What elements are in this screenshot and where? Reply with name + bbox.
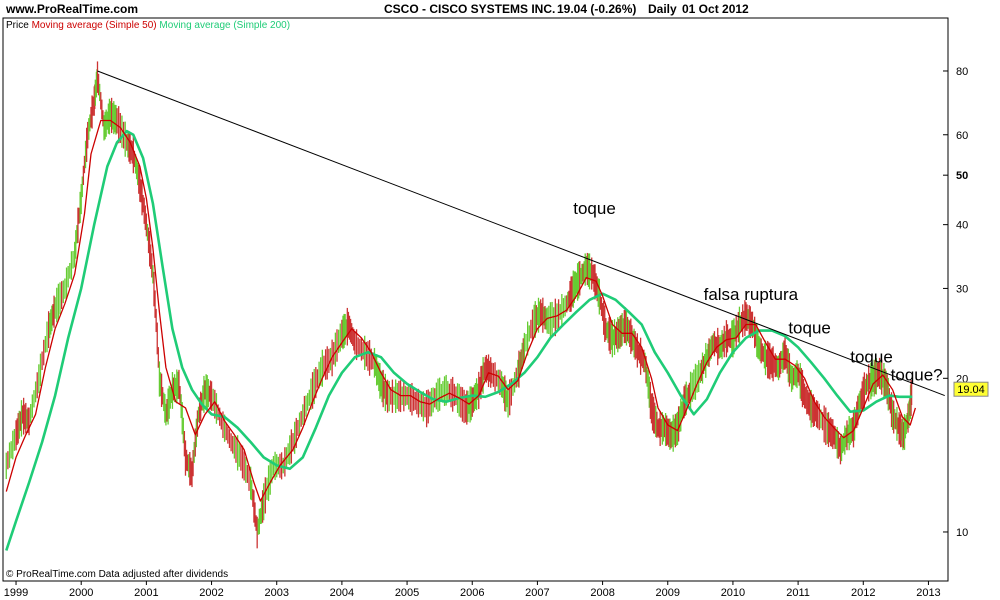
x-tick-label: 2002 — [199, 587, 223, 599]
symbol-title: CSCO - CISCO SYSTEMS INC. — [384, 2, 556, 16]
x-tick-label: 2013 — [916, 587, 940, 599]
last-value-badge — [953, 381, 989, 397]
x-tick-label: 2004 — [330, 587, 354, 599]
y-tick-label: 40 — [956, 220, 968, 232]
x-tick-label: 2007 — [525, 587, 549, 599]
y-tick-label: 50 — [956, 170, 968, 182]
footer-note: © ProRealTime.com Data adjusted after di… — [6, 569, 229, 580]
x-tick-label: 2012 — [851, 587, 875, 599]
x-tick-label: 2005 — [395, 587, 419, 599]
x-tick-label: 2011 — [786, 587, 810, 599]
annotation-label: toque — [573, 199, 616, 218]
x-tick-label: 1999 — [4, 587, 28, 599]
y-tick-label: 60 — [956, 130, 968, 142]
chart-legend: Price Moving average (Simple 50) Moving … — [6, 20, 290, 31]
ma200-line — [5, 129, 913, 551]
chart-header: www.ProRealTime.com CSCO - CISCO SYSTEMS… — [0, 0, 1000, 18]
x-tick-label: 2001 — [134, 587, 158, 599]
site-name[interactable]: www.ProRealTime.com — [6, 2, 139, 16]
x-tick-label: 2008 — [590, 587, 614, 599]
ma50-line — [5, 119, 917, 502]
annotation-label: toque? — [891, 366, 943, 385]
trend-line — [97, 70, 945, 397]
y-tick-label: 30 — [956, 283, 968, 295]
legend-ma50: Moving average (Simple 50) — [31, 20, 157, 31]
x-tick-label: 2009 — [656, 587, 680, 599]
legend-price: Price — [6, 20, 29, 31]
plot-frame — [2, 17, 949, 582]
price-readout: 19.04 (-0.26%) — [557, 2, 637, 16]
price-series — [5, 61, 913, 549]
annotation-label: falsa ruptura — [704, 285, 799, 304]
annotation-label: toque — [788, 318, 831, 337]
x-tick-label: 2006 — [460, 587, 484, 599]
x-tick-label: 2010 — [721, 587, 745, 599]
x-tick-label: 2003 — [264, 587, 288, 599]
legend-ma200: Moving average (Simple 200) — [159, 20, 291, 31]
y-tick-label: 10 — [956, 527, 968, 539]
annotation-label: toque — [850, 347, 893, 366]
period-label: Daily — [648, 2, 677, 16]
y-tick-label: 80 — [956, 66, 968, 78]
last-value-label: 19.04 — [957, 384, 985, 396]
date-label: 01 Oct 2012 — [682, 2, 749, 16]
x-tick-label: 2000 — [69, 587, 93, 599]
